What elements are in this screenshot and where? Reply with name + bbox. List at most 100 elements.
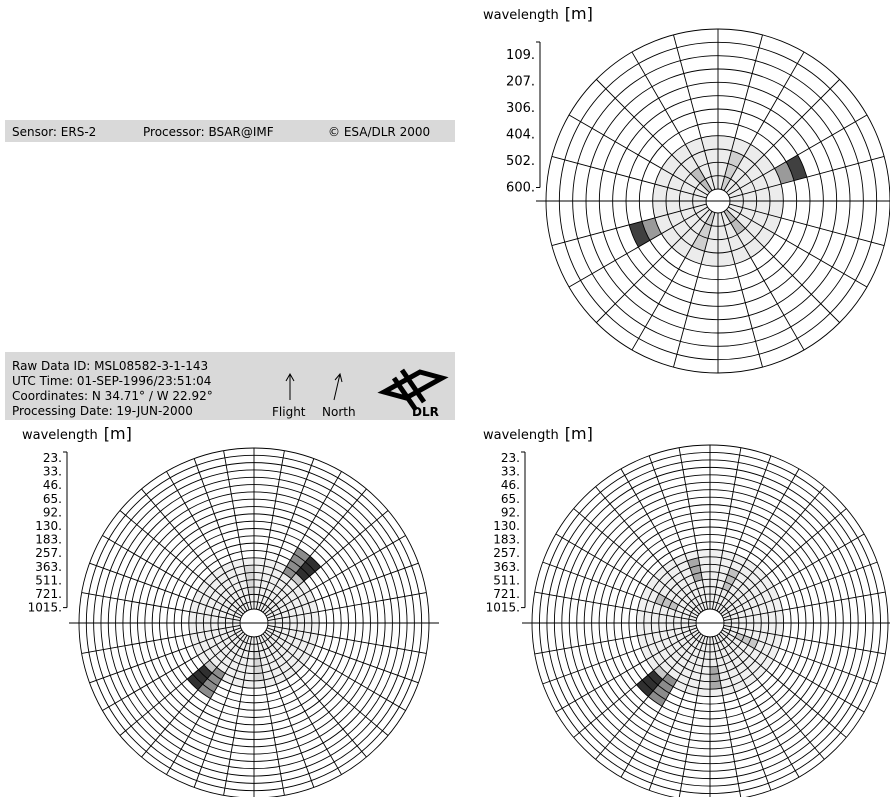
coordinates: Coordinates: N 34.71° / W 22.92° xyxy=(12,389,213,403)
polar-spoke xyxy=(89,562,241,619)
spectrum-cell xyxy=(629,221,650,247)
polar-spoke xyxy=(141,633,246,758)
spectrum-cell xyxy=(286,560,301,574)
axis-label: wavelength xyxy=(22,428,98,443)
copyright: © ESA/DLR 2000 xyxy=(328,125,430,139)
spectrum-cell xyxy=(301,603,312,615)
axis-label: wavelength xyxy=(483,428,559,443)
spectrum-cell xyxy=(765,600,776,613)
spectrum-cell xyxy=(196,612,205,623)
spectrum-cell xyxy=(652,580,666,594)
spectrum-cell xyxy=(229,633,238,642)
polar-spoke xyxy=(729,203,885,246)
spectrum-cell xyxy=(204,630,214,641)
spectrum-cell xyxy=(293,547,311,562)
polar-spoke xyxy=(595,486,702,613)
spectrum-cell xyxy=(672,572,685,584)
spectrum-cell xyxy=(647,670,663,686)
spectrum-cell xyxy=(646,656,660,671)
spectrum-cell xyxy=(274,626,283,633)
tick-label: 65. xyxy=(43,492,62,506)
tick-label: 363. xyxy=(35,560,62,574)
spectrum-cell xyxy=(696,183,710,195)
spectrum-cell xyxy=(728,204,743,214)
spectrum-cell xyxy=(221,561,235,573)
spectrum-cell xyxy=(261,573,272,583)
spectrum-cell xyxy=(745,623,754,631)
polar-spoke xyxy=(542,561,697,619)
spectrum-cell xyxy=(722,612,731,619)
spectrum-cell xyxy=(267,601,276,610)
spectrum-cell xyxy=(699,635,706,644)
polar-spoke xyxy=(716,468,800,612)
spectrum-cell xyxy=(673,680,688,693)
spectrum-cell xyxy=(755,201,770,215)
spectrum-cell xyxy=(751,630,761,641)
spectrum-cell xyxy=(667,667,681,681)
spectrum-cell xyxy=(705,176,715,191)
polar-spoke xyxy=(264,631,389,736)
spectrum-cell xyxy=(689,565,702,575)
spectrum-cell xyxy=(294,605,304,616)
polar-spoke xyxy=(714,636,772,791)
spectrum-cell xyxy=(703,651,710,660)
spectrum-cell xyxy=(204,573,217,586)
spectrum-cell xyxy=(267,619,276,623)
polar-spoke xyxy=(265,629,406,711)
spectrum-cell xyxy=(653,665,668,680)
polar-spoke xyxy=(166,634,248,775)
spectrum-cell xyxy=(640,645,653,660)
logo-text: DLR xyxy=(412,405,439,419)
spectrum-cell xyxy=(760,656,774,671)
spectrum-cell xyxy=(673,553,688,566)
spectrum-cell xyxy=(659,572,673,586)
polar-spoke xyxy=(723,591,886,622)
spectrum-cell xyxy=(197,684,215,699)
spectrum-cell xyxy=(264,630,273,637)
spectrum-cell xyxy=(702,658,710,667)
spectrum-cell xyxy=(303,623,312,634)
spectrum-cell xyxy=(711,212,718,227)
spectrum-cell xyxy=(202,678,218,693)
axis-unit: [m] xyxy=(104,424,132,443)
spectrum-cell xyxy=(654,168,673,188)
spectrum-cell xyxy=(765,633,776,646)
spectrum-cell xyxy=(775,623,784,636)
spectrum-cell xyxy=(659,605,669,616)
spectrum-cell xyxy=(286,655,299,668)
spectrum-cell xyxy=(289,623,298,631)
spectrum-cell xyxy=(270,604,279,613)
polar-spoke xyxy=(573,508,700,615)
spectrum-cell xyxy=(706,601,710,610)
spectrum-cell xyxy=(710,658,718,667)
spectrum-cell xyxy=(295,567,310,582)
polar-spoke xyxy=(711,636,742,797)
spectrum-cell xyxy=(698,556,710,566)
spectrum-cell xyxy=(742,655,755,668)
spectrum-cell xyxy=(743,673,758,687)
polar-spoke xyxy=(102,535,243,617)
spectrum-cell xyxy=(747,572,761,586)
spectrum-cell xyxy=(254,636,258,645)
spectrum-cell xyxy=(282,667,296,680)
spectrum-cell xyxy=(768,201,784,218)
spectrum-cell xyxy=(258,602,265,611)
polar-spoke xyxy=(223,636,253,796)
spectrum-cell xyxy=(210,615,219,623)
spectrum-cell xyxy=(662,673,677,687)
spectrum-cell xyxy=(254,680,266,689)
spectrum-cell xyxy=(257,594,264,603)
spectrum-cell xyxy=(665,578,678,591)
polar-spoke xyxy=(81,624,241,654)
spectrum-cell xyxy=(658,623,667,632)
polar-spoke xyxy=(620,468,704,612)
axis-title: wavelength [m] xyxy=(483,424,593,443)
polar-spoke xyxy=(673,34,716,190)
spectrum-cell xyxy=(188,611,197,623)
polar-spoke xyxy=(267,562,419,619)
spectrum-cell xyxy=(735,173,752,189)
spectrum-cell xyxy=(289,615,298,623)
spectrum-cell xyxy=(234,670,246,681)
sensor: Sensor: ERS-2 xyxy=(12,125,96,139)
spectrum-cell xyxy=(235,609,244,616)
